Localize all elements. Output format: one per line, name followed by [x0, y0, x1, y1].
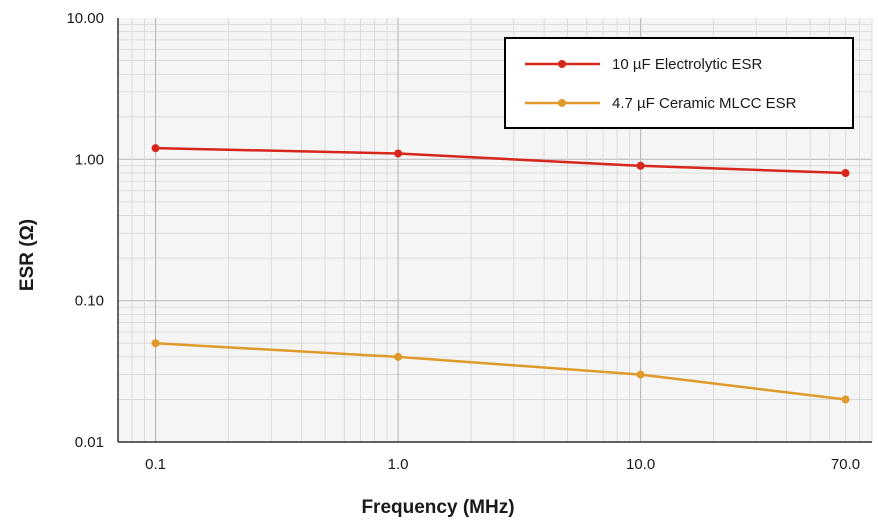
y-tick-label: 10.00	[66, 10, 104, 27]
x-tick-labels: 0.1 1.0 10.0 70.0	[145, 456, 860, 473]
series-point-0	[151, 144, 160, 153]
axes	[117, 18, 872, 443]
y-axis-title: ESR (Ω)	[17, 219, 38, 291]
series-line-0	[155, 146, 846, 175]
series-point-1	[636, 370, 645, 379]
x-tick-label: 1.0	[388, 456, 409, 473]
series	[151, 144, 850, 404]
x-tick-label: 10.0	[626, 456, 655, 473]
legend-label-0: 10 µF Electrolytic ESR	[612, 56, 763, 73]
y-tick-labels: 0.01 0.10 1.00 10.00	[66, 10, 104, 451]
x-tick-label: 0.1	[145, 456, 166, 473]
series-point-1	[394, 352, 403, 361]
series-line-1	[155, 341, 846, 401]
series-point-0	[636, 161, 645, 170]
x-tick-label: 70.0	[831, 456, 860, 473]
legend-marker-0	[558, 60, 566, 68]
series-point-1	[841, 395, 850, 404]
series-point-0	[841, 169, 850, 178]
y-tick-label: 0.10	[75, 293, 104, 310]
legend-label-1: 4.7 µF Ceramic MLCC ESR	[612, 95, 797, 112]
x-axis-title: Frequency (MHz)	[361, 497, 514, 518]
legend: 10 µF Electrolytic ESR 4.7 µF Ceramic ML…	[504, 37, 854, 129]
y-tick-label: 1.00	[75, 151, 104, 168]
series-point-1	[151, 339, 160, 348]
legend-marker-1	[558, 99, 566, 107]
legend-box	[504, 37, 854, 129]
y-tick-label: 0.01	[75, 434, 104, 451]
series-point-0	[394, 149, 403, 158]
